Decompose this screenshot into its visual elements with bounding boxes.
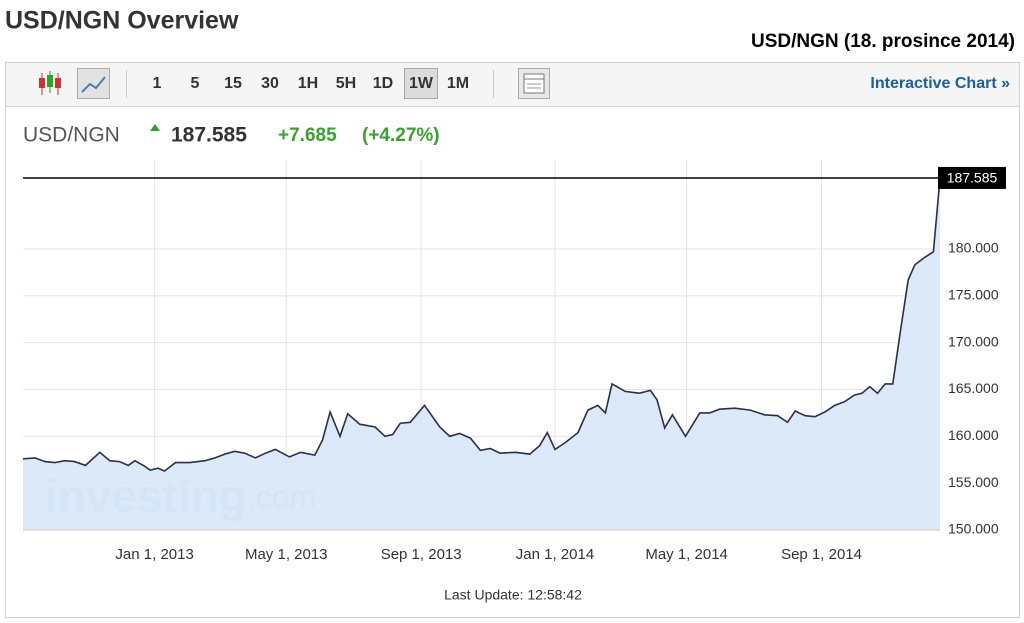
settings-icon[interactable] xyxy=(518,68,550,99)
quote-change-pct: (+4.27%) xyxy=(362,125,440,146)
area-fill xyxy=(23,177,940,530)
last-update: Last Update: 12:58:42 xyxy=(444,587,582,603)
y-tick-label: 150.000 xyxy=(948,521,999,537)
interval-button[interactable]: 1W xyxy=(409,75,434,92)
price-line xyxy=(22,177,941,472)
interval-button[interactable]: 1D xyxy=(373,75,393,92)
quote-change: +7.685 xyxy=(278,125,337,146)
up-arrow xyxy=(150,124,160,131)
x-tick-label: Jan 1, 2014 xyxy=(516,546,594,563)
x-tick-label: Jan 1, 2013 xyxy=(115,546,193,563)
x-tick-label: Sep 1, 2013 xyxy=(381,546,462,563)
page-title: USD/NGN Overview xyxy=(5,7,239,35)
last-price-box xyxy=(938,166,1006,189)
last-price-label: 187.585 xyxy=(947,170,998,186)
y-tick-label: 165.000 xyxy=(948,380,999,396)
active-interval xyxy=(404,68,438,99)
interval-button[interactable]: 30 xyxy=(261,75,279,92)
interval-button[interactable]: 15 xyxy=(224,75,242,92)
plot: investing.com150.000155.000160.000165.00… xyxy=(22,160,1006,563)
interval-button[interactable]: 5 xyxy=(191,75,200,92)
interactive-chart-link[interactable]: Interactive Chart » xyxy=(870,75,1010,92)
toolbar xyxy=(6,63,1019,106)
quote-price: 187.585 xyxy=(171,124,247,147)
widget-frame xyxy=(5,62,1020,618)
interval-button[interactable]: 1H xyxy=(298,75,318,92)
y-tick-label: 160.000 xyxy=(948,427,999,443)
y-tick-label: 175.000 xyxy=(948,287,999,303)
y-tick-label: 170.000 xyxy=(948,333,999,349)
x-tick-label: May 1, 2014 xyxy=(645,546,728,563)
interval-button[interactable]: 5H xyxy=(336,75,356,92)
line-icon[interactable] xyxy=(77,68,110,99)
y-tick-label: 180.000 xyxy=(948,240,999,256)
interval-button[interactable]: 1M xyxy=(447,75,469,92)
x-tick-label: May 1, 2013 xyxy=(245,546,328,563)
candle-icon[interactable] xyxy=(39,71,61,95)
interval-button[interactable]: 1 xyxy=(153,75,162,92)
x-tick-label: Sep 1, 2014 xyxy=(781,546,862,563)
quote-symbol: USD/NGN xyxy=(23,124,120,147)
page-subtitle: USD/NGN (18. prosince 2014) xyxy=(751,31,1015,52)
y-tick-label: 155.000 xyxy=(948,474,999,490)
